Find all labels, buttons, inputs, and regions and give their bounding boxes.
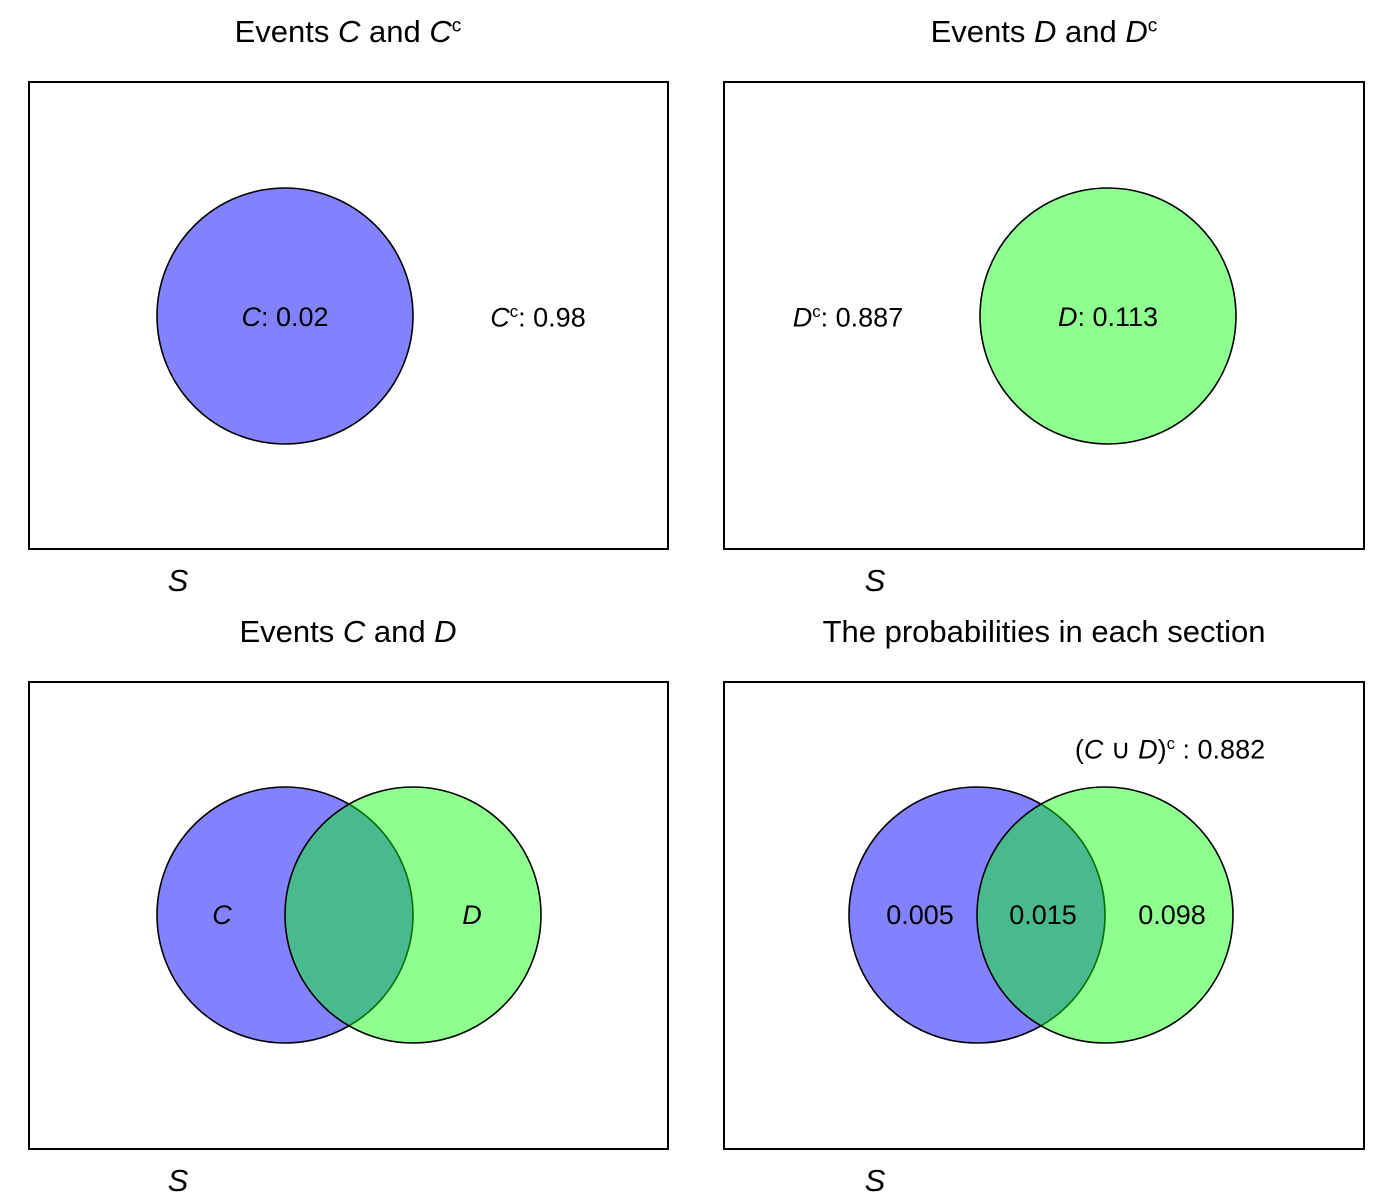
- panel-events-d: Events D and Dc D: 0.113 Dc: 0.887 S: [696, 0, 1392, 600]
- label-var: D: [1138, 734, 1158, 765]
- label-var: D: [792, 302, 813, 333]
- title-superscript: c: [1147, 15, 1158, 37]
- panel-section-probabilities: The probabilities in each section (C ∪ D…: [696, 600, 1392, 1200]
- title-text: Events: [930, 14, 1035, 49]
- label-intersection-probability: 0.015: [1009, 900, 1077, 931]
- panel-canvas: [723, 81, 1365, 550]
- title-var: D: [1125, 14, 1148, 49]
- label-c-probability: C: 0.02: [241, 302, 329, 333]
- circle-c: [156, 187, 414, 445]
- title-var: C: [338, 14, 361, 49]
- title-var: D: [434, 614, 457, 649]
- label-c-only-probability: 0.005: [886, 900, 954, 931]
- label-d-only-probability: 0.098: [1138, 900, 1206, 931]
- label-paren: ): [1157, 734, 1167, 765]
- label-union-complement-probability: (C ∪ D)c : 0.882: [1074, 734, 1266, 765]
- sample-space-rect: [28, 681, 669, 1150]
- label-c: C: [212, 900, 232, 931]
- panel-title: Events D and Dc: [696, 14, 1392, 50]
- panel-title: Events C and D: [0, 614, 696, 650]
- label-var: C: [241, 302, 261, 333]
- label-superscript: c: [509, 302, 519, 322]
- label-var: C: [1083, 734, 1104, 765]
- title-text: Events: [234, 14, 339, 49]
- label-value: : 0.882: [1175, 734, 1266, 765]
- label-value: : 0.98: [518, 302, 586, 333]
- title-text: and: [360, 14, 430, 49]
- label-d-complement-probability: Dc: 0.887: [792, 302, 904, 333]
- sample-space-label: S: [167, 563, 189, 598]
- title-text: Events: [239, 614, 343, 649]
- label-value: : 0.113: [1077, 302, 1159, 333]
- panel-title: Events C and Cc: [0, 14, 696, 50]
- title-var: C: [342, 614, 366, 649]
- panel-events-c-and-d: Events C and D C D S: [0, 600, 696, 1200]
- title-var: D: [1034, 14, 1057, 49]
- panel-canvas: [723, 681, 1365, 1150]
- label-d-probability: D: 0.113: [1057, 302, 1159, 333]
- label-paren: (: [1074, 734, 1084, 765]
- sample-space-label: S: [864, 563, 886, 598]
- sample-space-label: S: [864, 1163, 886, 1198]
- title-var: C: [429, 14, 452, 49]
- panel-canvas: [28, 81, 669, 550]
- sample-space-rect: [723, 681, 1365, 1150]
- sample-space-label: S: [167, 1163, 189, 1198]
- label-value: : 0.887: [820, 302, 904, 333]
- label-var: C: [490, 302, 510, 333]
- label-superscript: c: [1166, 734, 1176, 754]
- title-text: and: [365, 614, 435, 649]
- circle-d: [284, 786, 542, 1044]
- union-symbol: ∪: [1103, 734, 1139, 765]
- label-value: : 0.02: [260, 302, 329, 333]
- label-d: D: [462, 900, 482, 931]
- sample-space-rect: [28, 81, 669, 550]
- label-var: D: [1057, 302, 1078, 333]
- panel-canvas: [28, 681, 669, 1150]
- title-text: and: [1056, 14, 1126, 49]
- sample-space-rect: [723, 81, 1365, 550]
- title-superscript: c: [451, 15, 462, 37]
- circle-d: [979, 187, 1237, 445]
- label-c-complement-probability: Cc: 0.98: [490, 302, 586, 333]
- panel-title: The probabilities in each section: [822, 614, 1266, 649]
- label-superscript: c: [812, 302, 821, 322]
- circle-d: [976, 786, 1234, 1044]
- panel-events-c: Events C and Cc C: 0.02 Cc: 0.98 S: [0, 0, 696, 600]
